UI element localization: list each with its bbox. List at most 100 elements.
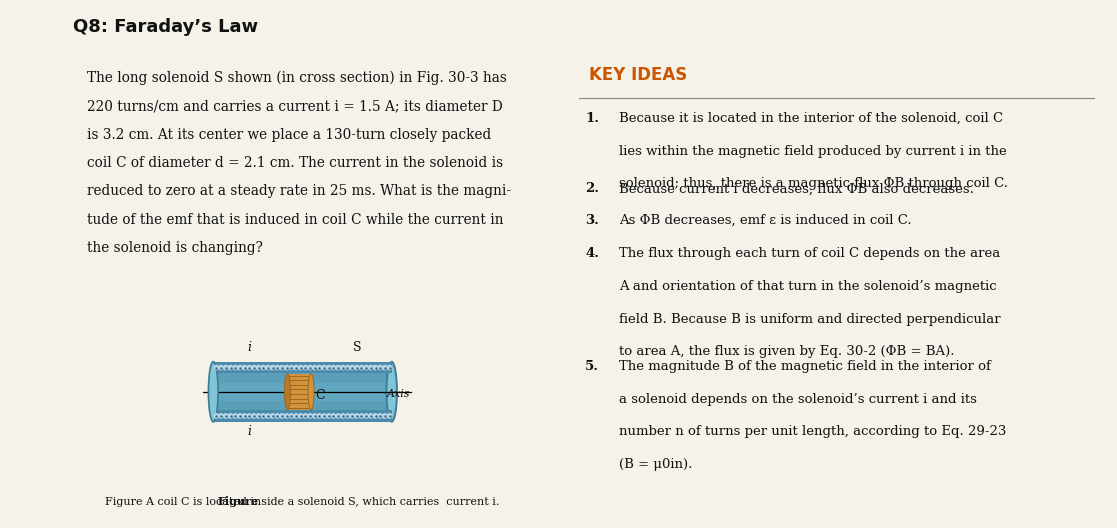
Circle shape [303, 365, 307, 370]
Text: A and orientation of that turn in the solenoid’s magnetic: A and orientation of that turn in the so… [619, 280, 996, 293]
Circle shape [355, 414, 359, 418]
Circle shape [373, 365, 378, 370]
Circle shape [364, 414, 369, 418]
Ellipse shape [209, 362, 218, 422]
Text: a solenoid depends on the solenoid’s current i and its: a solenoid depends on the solenoid’s cur… [619, 393, 977, 406]
Bar [213, 383, 392, 401]
Circle shape [313, 414, 317, 418]
Circle shape [270, 414, 275, 418]
Text: reduced to zero at a steady rate in 25 ms. What is the magni-: reduced to zero at a steady rate in 25 m… [87, 184, 510, 199]
Circle shape [251, 365, 256, 370]
Bar [287, 374, 311, 410]
Text: The flux through each turn of coil C depends on the area: The flux through each turn of coil C dep… [619, 247, 1000, 260]
Circle shape [214, 414, 219, 418]
Circle shape [345, 414, 350, 418]
Text: lies within the magnetic field produced by current i in the: lies within the magnetic field produced … [619, 145, 1006, 158]
Circle shape [238, 365, 242, 370]
Text: The long solenoid S shown (in cross section) in Fig. 30-3 has: The long solenoid S shown (in cross sect… [87, 71, 507, 86]
Circle shape [280, 414, 284, 418]
Circle shape [332, 365, 335, 370]
Circle shape [298, 414, 303, 418]
Text: 1.: 1. [585, 112, 599, 125]
Bar [213, 362, 392, 422]
Text: field B. Because B is uniform and directed perpendicular: field B. Because B is uniform and direct… [619, 313, 1001, 326]
Circle shape [247, 365, 251, 370]
Text: C: C [315, 389, 325, 402]
Circle shape [270, 365, 275, 370]
Circle shape [350, 365, 354, 370]
Circle shape [378, 414, 382, 418]
Circle shape [228, 365, 232, 370]
Circle shape [308, 365, 312, 370]
Circle shape [275, 414, 279, 418]
Text: As ΦB decreases, emf ε is induced in coil C.: As ΦB decreases, emf ε is induced in coi… [619, 214, 911, 227]
Circle shape [266, 365, 270, 370]
Text: Because current i decreases, flux ΦB also decreases.: Because current i decreases, flux ΦB als… [619, 182, 974, 195]
Text: 5.: 5. [585, 360, 599, 373]
Circle shape [326, 365, 331, 370]
Circle shape [360, 365, 364, 370]
Text: is 3.2 cm. At its center we place a 130-turn closely packed: is 3.2 cm. At its center we place a 130-… [87, 128, 491, 142]
Text: KEY IDEAS: KEY IDEAS [590, 67, 688, 84]
Circle shape [336, 365, 341, 370]
Text: the solenoid is changing?: the solenoid is changing? [87, 241, 262, 255]
Text: 4.: 4. [585, 247, 599, 260]
Circle shape [383, 365, 386, 370]
Circle shape [322, 365, 326, 370]
Text: solenoid; thus, there is a magnetic flux ΦB through coil C.: solenoid; thus, there is a magnetic flux… [619, 177, 1008, 191]
Text: to area A, the flux is given by Eq. 30-2 (ΦB = BA).: to area A, the flux is given by Eq. 30-2… [619, 345, 955, 359]
Circle shape [247, 414, 251, 418]
Circle shape [369, 414, 373, 418]
Circle shape [345, 365, 350, 370]
Text: 3.: 3. [585, 214, 599, 227]
Circle shape [275, 365, 279, 370]
Circle shape [369, 365, 373, 370]
Circle shape [261, 414, 266, 418]
Circle shape [294, 365, 298, 370]
Circle shape [388, 414, 392, 418]
Circle shape [261, 365, 266, 370]
Circle shape [317, 414, 322, 418]
Circle shape [223, 365, 228, 370]
Text: 2.: 2. [585, 182, 599, 195]
Circle shape [308, 414, 312, 418]
Circle shape [242, 414, 247, 418]
Text: The magnitude B of the magnetic field in the interior of: The magnitude B of the magnetic field in… [619, 360, 991, 373]
Circle shape [317, 365, 322, 370]
Text: Figure: Figure [218, 496, 259, 507]
Text: (B = μ0in).: (B = μ0in). [619, 458, 693, 471]
Circle shape [313, 365, 317, 370]
Circle shape [251, 414, 256, 418]
Circle shape [336, 414, 341, 418]
Ellipse shape [388, 365, 395, 418]
Circle shape [257, 365, 260, 370]
Circle shape [355, 365, 359, 370]
Bar [213, 362, 392, 373]
Circle shape [322, 414, 326, 418]
Circle shape [266, 414, 270, 418]
Circle shape [285, 365, 289, 370]
Circle shape [388, 365, 392, 370]
Circle shape [294, 414, 298, 418]
Circle shape [341, 365, 345, 370]
Circle shape [326, 414, 331, 418]
Text: i: i [248, 425, 251, 438]
Circle shape [257, 414, 260, 418]
Bar [213, 410, 392, 422]
Text: 220 turns/cm and carries a current i = 1.5 A; its diameter D: 220 turns/cm and carries a current i = 1… [87, 99, 503, 114]
Circle shape [303, 414, 307, 418]
Text: Because it is located in the interior of the solenoid, coil C: Because it is located in the interior of… [619, 112, 1003, 125]
Circle shape [228, 414, 232, 418]
Text: tude of the emf that is induced in coil C while the current in: tude of the emf that is induced in coil … [87, 213, 504, 227]
Circle shape [298, 365, 303, 370]
Circle shape [341, 414, 345, 418]
Circle shape [378, 365, 382, 370]
Circle shape [373, 414, 378, 418]
Circle shape [289, 365, 294, 370]
Circle shape [214, 365, 219, 370]
Circle shape [233, 414, 237, 418]
Circle shape [223, 414, 228, 418]
Ellipse shape [285, 374, 290, 410]
Text: Figure A coil C is located inside a solenoid S, which carries  current i.: Figure A coil C is located inside a sole… [105, 497, 499, 507]
Circle shape [364, 365, 369, 370]
